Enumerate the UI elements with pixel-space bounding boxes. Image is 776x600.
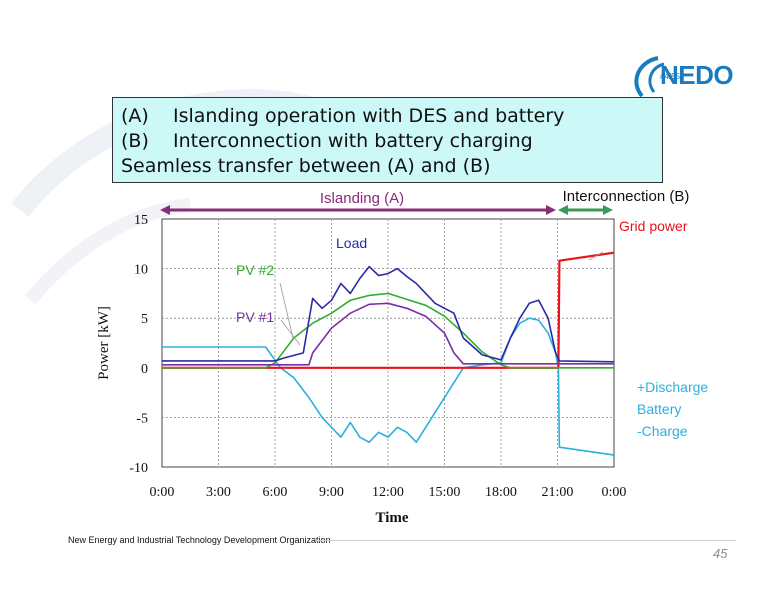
grid-power-label: Grid power <box>619 218 688 234</box>
interconnection-arrow-head-left <box>558 205 568 215</box>
grid-layer <box>161 218 615 468</box>
series-line-load <box>162 265 615 363</box>
footer-divider <box>316 540 736 541</box>
battery-label-line: +Discharge <box>637 379 708 395</box>
callout-line-a: (A) Islanding operation with DES and batt… <box>121 104 662 129</box>
x-tick-label: 9:00 <box>319 485 344 500</box>
callout-text-c: Seamless transfer between (A) and (B) <box>121 155 491 177</box>
axis-layer: 0:00 3:00 6:00 9:00 12:00 15:00 18:00 21:00 0:00… <box>96 213 626 526</box>
x-tick-label: 12:00 <box>372 485 404 500</box>
y-tick-label: 15 <box>134 213 148 228</box>
logo-text: NEDO <box>660 60 734 90</box>
callout-tag-b: (B) <box>121 130 149 152</box>
load-label: Load <box>336 235 367 251</box>
interconnection-arrow-head-right <box>603 205 613 215</box>
x-tick-label: 18:00 <box>485 485 517 500</box>
footer-organization: New Energy and Industrial Technology Dev… <box>68 535 331 545</box>
islanding-arrow-head-left <box>160 205 170 215</box>
x-tick-label: 3:00 <box>206 485 231 500</box>
islanding-label: Islanding (A) <box>320 190 404 207</box>
islanding-arrow-head-right <box>546 205 556 215</box>
x-tick-label: 15:00 <box>429 485 461 500</box>
page-number: 45 <box>713 546 728 561</box>
x-axis-title: Time <box>375 510 408 526</box>
x-tick-label: 0:00 <box>602 485 627 500</box>
x-tick-label: 0:00 <box>150 485 175 500</box>
y-tick-label: 0 <box>141 362 148 377</box>
y-tick-label: 10 <box>134 263 148 278</box>
x-tick-label: 21:00 <box>542 485 574 500</box>
summary-callout: (A) Islanding operation with DES and batt… <box>112 97 663 183</box>
pv1-leader <box>280 319 301 346</box>
grid-power-leader <box>588 251 604 261</box>
pv2-leader <box>279 282 294 339</box>
battery-label-line: -Charge <box>637 423 688 439</box>
nedo-logo <box>634 56 665 98</box>
logo-subtext: #4/55 <box>660 72 681 81</box>
annotation-layer: Islanding (A) Interconnection (B) Grid pow… <box>160 188 708 439</box>
series-layer <box>162 251 615 456</box>
callout-line-b: (B) Interconnection with battery charging <box>121 129 662 154</box>
series-line-pv-1 <box>162 302 614 366</box>
series-line-battery <box>162 317 615 456</box>
interconnection-label: Interconnection (B) <box>563 188 690 205</box>
x-tick-label: 6:00 <box>263 485 288 500</box>
callout-tag-a: (A) <box>121 105 149 127</box>
pv2-label: PV #2 <box>236 262 274 278</box>
callout-line-c: Seamless transfer between (A) and (B) <box>121 154 662 179</box>
callout-text-b: Interconnection with battery charging <box>173 130 533 152</box>
battery-label-line: Battery <box>637 401 681 417</box>
y-tick-label: 5 <box>141 312 148 327</box>
pv1-label: PV #1 <box>236 309 274 325</box>
y-tick-label: -10 <box>129 461 148 476</box>
callout-text-a: Islanding operation with DES and battery <box>173 105 565 127</box>
y-axis-title: Power [kW] <box>96 306 112 380</box>
y-tick-label: -5 <box>136 411 148 426</box>
